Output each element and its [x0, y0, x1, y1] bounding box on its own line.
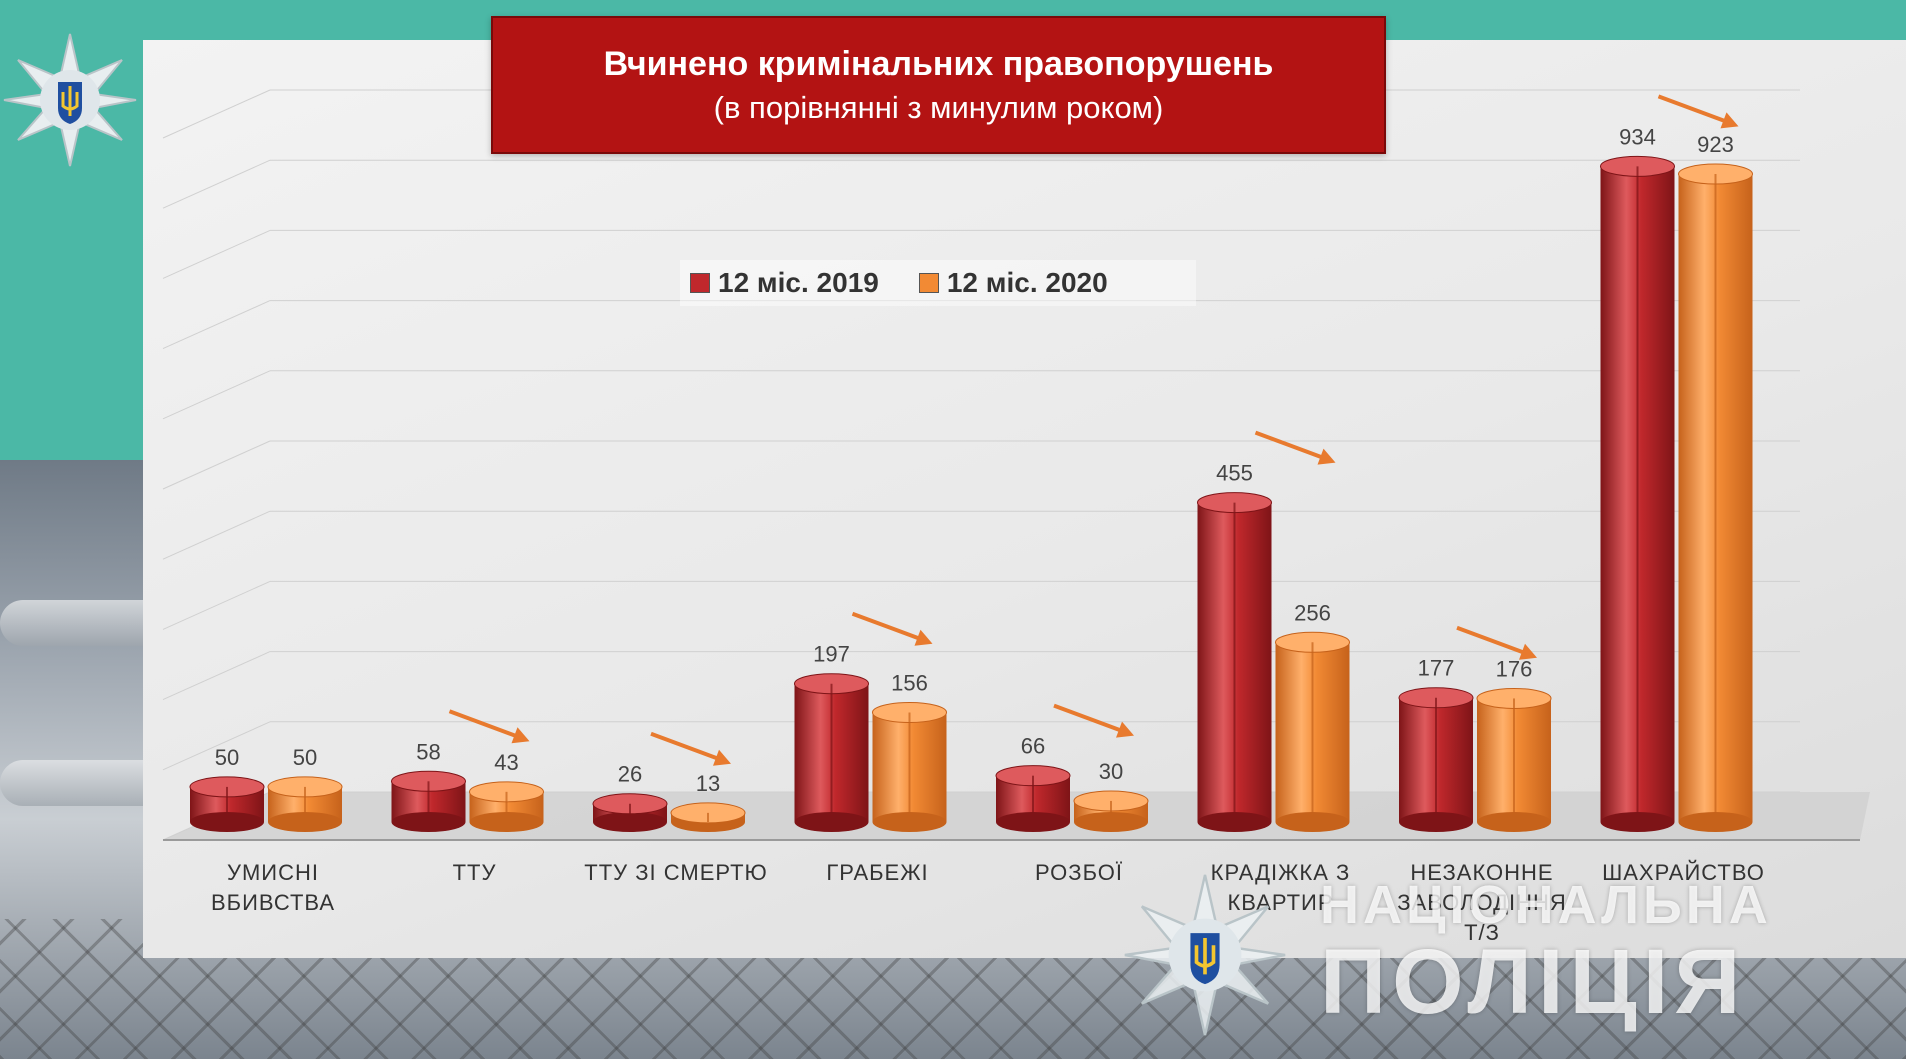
legend-swatch-2019: [690, 273, 710, 293]
trend-arrow-icon: [1053, 703, 1125, 734]
police-star-badge-icon: [3, 33, 137, 167]
category-label: ЗАВОЛОДІННЯ: [1397, 890, 1567, 915]
trend-arrow-head-icon: [1116, 721, 1134, 738]
trend-arrow-icon: [448, 709, 521, 740]
gridline-side: [162, 229, 271, 279]
trend-arrow-head-icon: [511, 727, 530, 744]
trend-arrow-icon: [851, 611, 924, 642]
police-star-badge-icon: [1124, 874, 1286, 1036]
trend-arrow-icon: [650, 731, 722, 762]
chart-title: Вчинено кримінальних правопорушень: [603, 45, 1274, 83]
gridline-side: [162, 159, 271, 209]
gridline-side: [162, 510, 271, 560]
data-label: 455: [1216, 461, 1253, 486]
category-label: УМИСНІ: [227, 860, 319, 885]
legend-label-2019: 12 міс. 2019: [718, 267, 879, 298]
data-label: 58: [416, 739, 440, 764]
watermark-line2: ПОЛІЦІЯ: [1320, 931, 1747, 1033]
data-label: 177: [1418, 656, 1455, 681]
gridline-side: [162, 721, 271, 771]
gridline-side: [162, 300, 271, 350]
category-label: ТТУ ЗІ СМЕРТЮ: [584, 860, 767, 885]
gridline-side: [162, 651, 271, 701]
category-label: КВАРТИР: [1227, 890, 1333, 915]
data-label: 197: [813, 642, 850, 667]
data-label: 256: [1294, 600, 1331, 625]
national-police-watermark: НАЦІОНАЛЬНА ПОЛІЦІЯ: [1320, 878, 1772, 1028]
trend-arrow-icon: [1456, 625, 1528, 656]
data-label: 43: [494, 750, 518, 775]
legend-entry-2020: 12 міс. 2020: [918, 267, 1108, 299]
trend-arrow-icon: [1254, 430, 1327, 461]
trend-arrow-head-icon: [1317, 448, 1336, 465]
legend-swatch-2020: [918, 273, 939, 293]
data-label: 156: [891, 670, 928, 695]
category-label: КРАДІЖКА З: [1211, 860, 1351, 885]
trend-arrow-icon: [1657, 94, 1730, 125]
category-label: НЕЗАКОННЕ: [1410, 860, 1553, 885]
trend-arrow-head-icon: [1519, 643, 1537, 660]
data-label: 13: [696, 771, 720, 796]
gridline-side: [162, 370, 271, 420]
chart-legend: 12 міс. 2019 12 міс. 2020: [680, 260, 1196, 306]
data-label: 30: [1099, 759, 1123, 784]
chart-subtitle: (в порівнянні з минулим роком): [713, 90, 1164, 125]
data-label: 923: [1697, 132, 1734, 157]
category-label: ВБИВСТВА: [211, 890, 335, 915]
data-label: 934: [1619, 124, 1656, 149]
data-label: 50: [293, 745, 317, 770]
legend-label-2020: 12 міс. 2020: [946, 267, 1108, 298]
trend-arrow-head-icon: [1720, 112, 1739, 129]
trend-arrow-head-icon: [914, 629, 933, 646]
data-label: 176: [1496, 656, 1533, 681]
chart-title-box: Вчинено кримінальних правопорушень (в по…: [491, 16, 1386, 154]
data-label: 66: [1021, 734, 1045, 759]
data-label: 50: [215, 745, 239, 770]
category-label: ШАХРАЙСТВО: [1602, 860, 1765, 885]
data-label: 26: [618, 762, 642, 787]
category-label: РОЗБОЇ: [1035, 860, 1123, 885]
gridline-side: [162, 89, 271, 139]
category-label: Т/З: [1464, 920, 1500, 945]
category-label: ТТУ: [453, 860, 497, 885]
gridline-side: [162, 440, 271, 490]
gridline-side: [162, 580, 271, 630]
legend-entry-2019: 12 міс. 2019: [690, 267, 879, 299]
trend-arrow-head-icon: [713, 749, 731, 766]
category-label: ГРАБЕЖІ: [826, 860, 928, 885]
watermark-line1: НАЦІОНАЛЬНА: [1320, 875, 1772, 935]
